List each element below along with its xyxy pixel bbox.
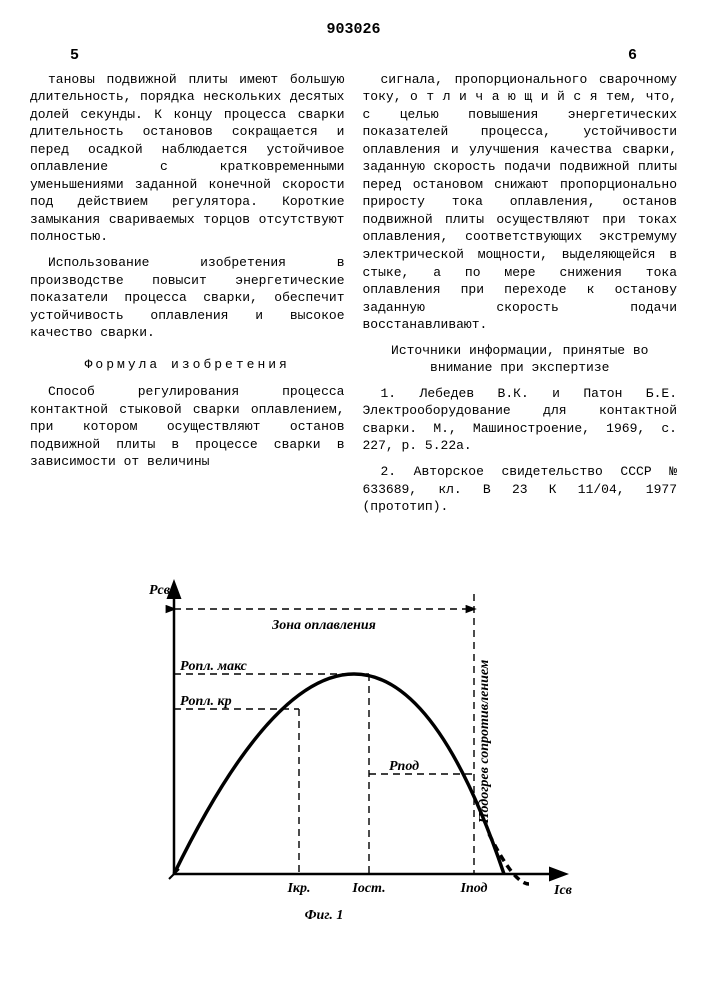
svg-text:Pпод: Pпод xyxy=(389,759,419,774)
svg-text:Iсв: Iсв xyxy=(553,883,573,898)
svg-text:Подогрев сопротивлением: Подогрев сопротивлением xyxy=(477,659,492,824)
svg-text:Pопл. кр: Pопл. кр xyxy=(180,694,232,709)
source-1: 1. Лебедев В.К. и Патон Б.Е. Электрообор… xyxy=(363,385,678,455)
text-columns: 5 тановы подвижной плиты имеют большую д… xyxy=(30,46,677,523)
svg-text:Pопл. макс: Pопл. макс xyxy=(180,659,248,674)
right-para: сигнала, пропорционального сварочному то… xyxy=(363,71,678,334)
col-num-left: 5 xyxy=(30,46,345,66)
figure-svg: Pсв Iсв Зона оплавления Pопл. макс Pопл. кр P… xyxy=(104,554,604,934)
svg-text:Pсв: Pсв xyxy=(149,583,171,598)
doc-number: 903026 xyxy=(30,20,677,40)
left-para-1: тановы подвижной плиты имеют большую дли… xyxy=(30,71,345,246)
right-column: 6 сигнала, пропорционального сварочному … xyxy=(363,46,678,523)
formula-header: Формула изобретения xyxy=(30,356,345,374)
svg-text:Iост.: Iост. xyxy=(351,881,385,896)
svg-text:Фиг. 1: Фиг. 1 xyxy=(304,908,343,923)
figure-1: Pсв Iсв Зона оплавления Pопл. макс Pопл. кр P… xyxy=(30,554,677,934)
left-column: 5 тановы подвижной плиты имеют большую д… xyxy=(30,46,345,523)
left-para-2: Использование изобретения в производстве… xyxy=(30,254,345,342)
svg-text:Iпод: Iпод xyxy=(459,881,487,896)
sources-header: Источники информации, принятые во вниман… xyxy=(363,342,678,377)
col-num-right: 6 xyxy=(363,46,678,66)
claim-left: Способ регулирования процесса контактной… xyxy=(30,383,345,471)
source-2: 2. Авторское свидетельство СССР № 633689… xyxy=(363,463,678,516)
svg-text:Зона оплавления: Зона оплавления xyxy=(271,618,376,633)
svg-text:Iкр.: Iкр. xyxy=(286,881,310,896)
